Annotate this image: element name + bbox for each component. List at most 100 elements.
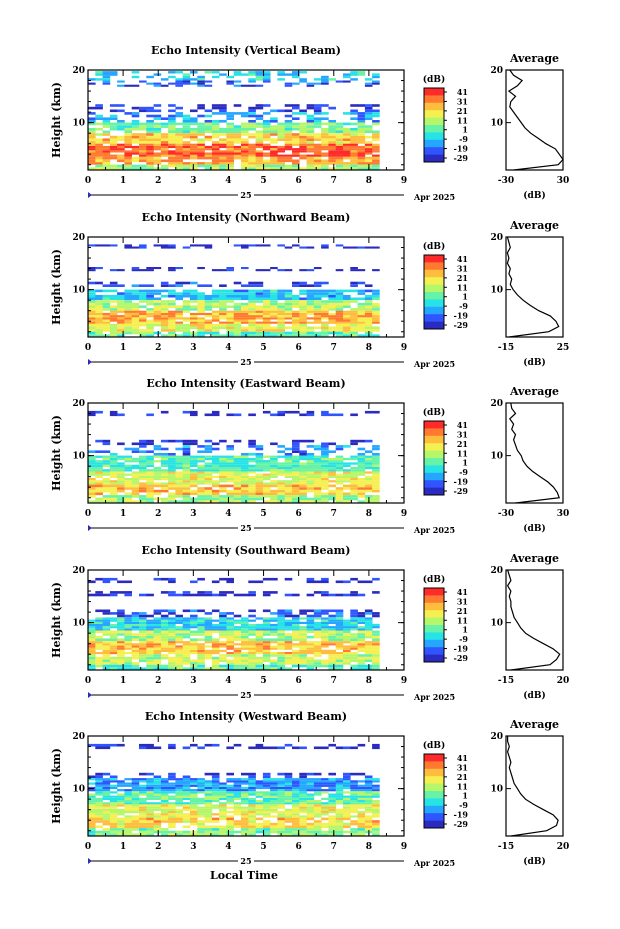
heatmap-cell — [277, 830, 285, 834]
heatmap-cell — [88, 462, 96, 465]
heatmap-cell — [241, 820, 249, 823]
heatmap-cell — [219, 830, 227, 834]
heatmap-cell — [168, 638, 176, 641]
heatmap-cell — [153, 482, 162, 485]
heatmap-cell — [372, 294, 380, 298]
heatmap-cell — [233, 302, 242, 306]
heatmap-cell — [255, 300, 264, 303]
heatmap-cell — [241, 500, 249, 503]
heatmap-cell — [131, 793, 140, 796]
heatmap-cell — [160, 133, 169, 136]
heatmap-cell — [109, 104, 118, 107]
heatmap-cell — [292, 825, 300, 829]
heatmap-cell — [197, 319, 205, 322]
heatmap-cell — [299, 141, 307, 144]
heatmap-cell — [241, 244, 249, 247]
heatmap-cell — [190, 797, 198, 800]
heatmap-cell — [255, 804, 264, 807]
heatmap-cell — [299, 71, 307, 74]
heatmap-cell — [357, 484, 366, 488]
heatmap-cell — [262, 500, 271, 503]
heatmap-cell — [248, 489, 256, 493]
heatmap-cell — [153, 804, 162, 807]
heatmap-cell — [175, 447, 183, 451]
heatmap-cell — [219, 645, 227, 648]
heatmap-cell — [255, 782, 264, 785]
heatmap-cell — [211, 305, 220, 308]
heatmap-cell — [160, 609, 169, 613]
heatmap-cell — [321, 817, 329, 821]
heatmap-cell — [197, 830, 205, 834]
heatmap-cell — [306, 635, 315, 639]
heatmap-cell — [241, 457, 249, 461]
heatmap-cell — [160, 143, 169, 146]
heatmap-cell — [313, 808, 322, 811]
heatmap-cell — [182, 623, 191, 627]
colorbar-segment — [424, 615, 444, 618]
colorbar-segment — [424, 277, 444, 280]
heatmap-cell — [255, 492, 264, 496]
heatmap-cell — [328, 167, 336, 170]
heatmap-cell — [335, 315, 344, 318]
y-tick-label: 20 — [72, 399, 85, 409]
heatmap-cell — [277, 609, 285, 613]
heatmap-cell — [95, 159, 103, 163]
heatmap-cell — [335, 782, 344, 785]
heatmap-cell — [204, 817, 213, 821]
heatmap-cell — [139, 464, 147, 467]
heatmap-cell — [255, 743, 264, 747]
heatmap-cell — [160, 497, 169, 501]
heatmap-cell — [241, 828, 249, 831]
heatmap-cell — [262, 152, 271, 155]
heatmap-cell — [88, 410, 96, 414]
heatmap-cell — [197, 811, 205, 814]
heatmap-cell — [284, 647, 293, 650]
heatmap-cell — [204, 645, 213, 648]
heatmap-cell — [350, 145, 358, 149]
heatmap-cell — [299, 302, 307, 306]
heatmap-cell — [131, 804, 140, 807]
heatmap-cell — [292, 457, 300, 461]
heatmap-cell — [117, 784, 125, 787]
heatmap-cell — [364, 623, 373, 627]
heatmap-cell — [182, 806, 191, 809]
heatmap-cell — [299, 630, 307, 634]
heatmap-cell — [350, 321, 358, 324]
heatmap-cell — [255, 811, 264, 814]
heatmap-cell — [328, 125, 336, 128]
heatmap-cell — [277, 305, 285, 308]
heatmap-cell — [284, 635, 293, 639]
heatmap-cell — [117, 167, 125, 170]
heatmap-cell — [168, 641, 176, 644]
heatmap-cell — [146, 825, 154, 829]
heatmap-cell — [284, 154, 293, 157]
heatmap-cell — [335, 487, 344, 490]
heatmap-cell — [124, 793, 132, 796]
heatmap-cell — [343, 647, 351, 650]
heatmap-cell — [270, 789, 278, 792]
heatmap-cell — [292, 473, 300, 476]
heatmap-cell — [270, 462, 278, 465]
heatmap-cell — [255, 71, 264, 74]
heatmap-cell — [146, 633, 154, 636]
heatmap-cell — [175, 645, 183, 648]
heatmap-cell — [146, 133, 154, 136]
heatmap-cell — [160, 439, 169, 443]
heatmap-cell — [139, 138, 147, 141]
colorbar-tick-label: 21 — [457, 273, 468, 283]
heatmap-cell — [306, 127, 315, 131]
heatmap-cell — [357, 659, 366, 663]
heatmap-cell — [204, 148, 213, 151]
heatmap-cell — [204, 813, 213, 816]
heatmap-cell — [182, 484, 191, 488]
heatmap-cell — [88, 150, 96, 153]
x-tick-label: 3 — [190, 676, 196, 686]
heatmap-cell — [248, 162, 256, 165]
heatmap-cell — [313, 469, 322, 472]
heatmap-cell — [270, 312, 278, 316]
heatmap-cell — [372, 784, 380, 787]
heatmap-cell — [321, 806, 329, 809]
heatmap-cell — [335, 469, 344, 472]
heatmap-cell — [131, 152, 140, 155]
heatmap-cell — [211, 784, 220, 787]
